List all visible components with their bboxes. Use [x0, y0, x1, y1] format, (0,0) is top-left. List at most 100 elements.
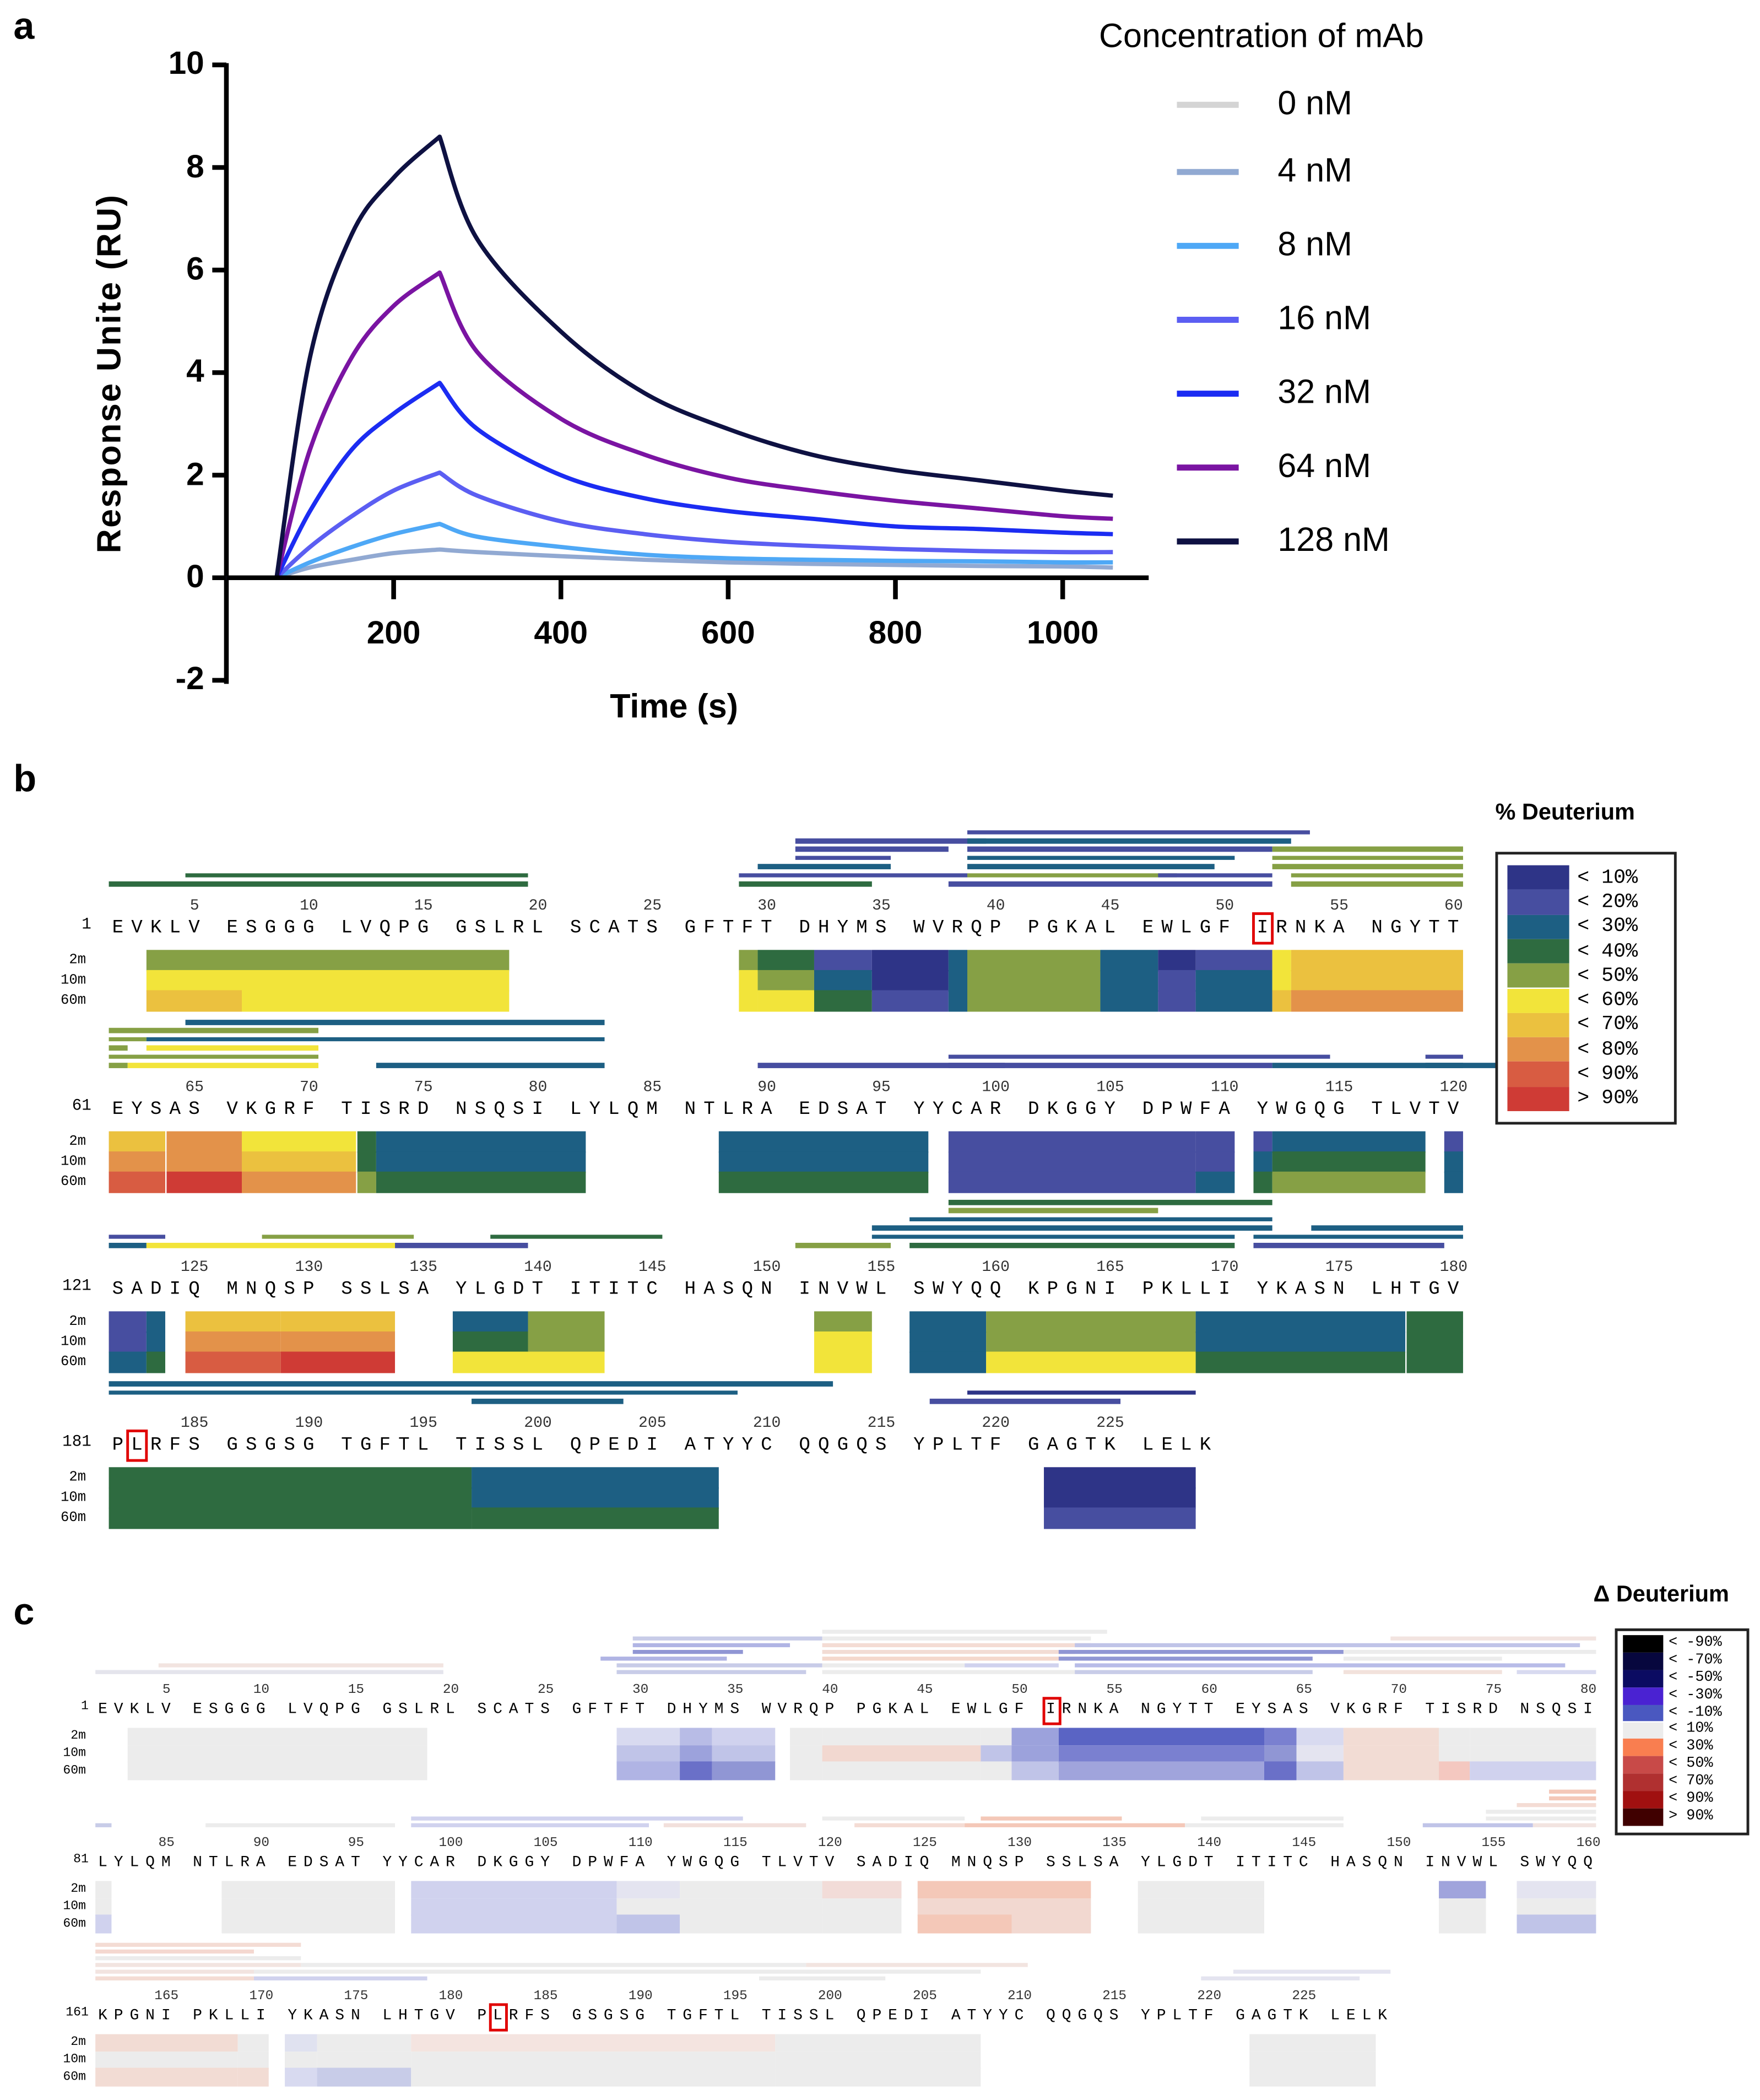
heatmap-cell	[95, 1881, 111, 1899]
sequence-group: EWLGF	[951, 1701, 1031, 1719]
heatmap-cell	[1470, 1762, 1596, 1780]
heatmap-cell	[738, 970, 757, 991]
residue-number: 160	[1576, 1836, 1601, 1852]
residue-number: 50	[1011, 1683, 1028, 1698]
heatmap-cell	[967, 950, 1101, 971]
heatmap-cell	[471, 1487, 719, 1508]
residue-number: 25	[643, 897, 662, 915]
heatmap-cell	[711, 1728, 775, 1746]
sequence-line-start: 181	[62, 1432, 91, 1452]
heatmap-cell	[1517, 1898, 1596, 1916]
heatmap-cell	[738, 950, 757, 971]
legend-range-label: > 90%	[1577, 1087, 1638, 1111]
heatmap-cell	[790, 1762, 822, 1780]
x-tick-label: 200	[366, 615, 421, 652]
sequence-group: HASQN	[684, 1279, 780, 1301]
heatmap-cell	[127, 1728, 427, 1746]
heatmap-cell	[822, 1898, 901, 1916]
heatmap-cell	[1196, 1151, 1234, 1172]
heatmap-cell	[616, 1881, 680, 1899]
heatmap-cell	[356, 1151, 376, 1172]
heatmap-cell	[1291, 950, 1464, 971]
sequence-group: TISSL	[456, 1435, 551, 1457]
panel-label-a: a	[13, 5, 35, 47]
heatmap-cell	[147, 1311, 166, 1333]
peptide-bar	[600, 1657, 728, 1661]
heatmap-cell	[822, 1728, 981, 1746]
peptide-bar	[95, 1976, 253, 1980]
panel-label-c: c	[13, 1590, 35, 1633]
heatmap-cell	[109, 1487, 472, 1508]
sequence-group: TISRD	[341, 1099, 437, 1121]
heatmap-cell	[1248, 2051, 1375, 2069]
heatmap-cell	[948, 1131, 1196, 1152]
heatmap-cell	[280, 1331, 395, 1352]
sequence-group: QQGQS	[1046, 2007, 1125, 2026]
sequence-group: LYLQM	[570, 1099, 666, 1121]
legend-range-label: < 50%	[1577, 964, 1638, 988]
heatmap-cell	[1011, 1745, 1059, 1763]
peptide-bar	[1391, 1636, 1596, 1641]
heatmap-cell	[814, 970, 872, 991]
sequence-group: QPEDI	[570, 1435, 666, 1457]
heatmap-cell	[376, 1151, 586, 1172]
peptide-bar	[1425, 1063, 1464, 1068]
residue-number: 200	[524, 1415, 552, 1432]
peptide-bar	[205, 1823, 396, 1827]
heatmap-cell	[1196, 1171, 1234, 1193]
series-line-32-nM	[226, 381, 1113, 580]
heatmap-cell	[109, 1467, 472, 1489]
legend-range-label: < 90%	[1577, 1063, 1638, 1086]
series-line-128-nM	[226, 134, 1113, 580]
sequence-group: SSLSA	[1046, 1854, 1125, 1872]
timepoint-label: 60m	[60, 1509, 86, 1526]
sequence-line-start: 1	[81, 1698, 89, 1714]
sequence-group: NTLRA	[684, 1099, 780, 1121]
residue-number: 170	[1211, 1259, 1239, 1276]
heatmap-cell	[109, 1331, 147, 1352]
legend-range-label: < 20%	[1577, 890, 1638, 914]
heatmap-cell	[109, 1171, 166, 1193]
peptide-bar	[1185, 1823, 1344, 1827]
peptide-bar	[1253, 1234, 1464, 1240]
legend-range-label: < 70%	[1669, 1773, 1713, 1790]
residue-number: 185	[533, 1990, 558, 2005]
residue-number: 175	[344, 1990, 369, 2005]
timepoint-label: 2m	[69, 951, 86, 968]
residue-number: 40	[822, 1683, 838, 1698]
heatmap-cell	[452, 1351, 529, 1373]
legend-range-label: > 90%	[1669, 1808, 1713, 1825]
sequence-group: GSLRL	[382, 1701, 462, 1719]
peptide-bar	[253, 1969, 822, 1974]
peptide-bar	[980, 1816, 1123, 1821]
peptide-bar	[1344, 1670, 1502, 1674]
heatmap-cell	[1196, 950, 1272, 971]
heatmap-cell	[967, 990, 1101, 1011]
peptide-bar	[929, 1398, 1120, 1404]
peptide-bar	[1486, 1816, 1596, 1821]
residue-number: 180	[1439, 1259, 1468, 1276]
peptide-bar	[127, 1063, 319, 1068]
heatmap-cell	[376, 1171, 586, 1193]
peptide-bar	[411, 1816, 744, 1821]
heatmap-cell	[147, 950, 242, 971]
timepoint-label: 2m	[69, 1469, 86, 1486]
peptide-bar	[109, 1063, 128, 1068]
residue-number: 185	[180, 1415, 209, 1432]
heatmap-cell	[1253, 1131, 1272, 1152]
residue-number: 215	[1102, 1990, 1127, 2005]
heatmap-cell	[95, 1898, 111, 1916]
heatmap-cell	[871, 990, 949, 1011]
peptide-bar	[1548, 1789, 1596, 1794]
legend-color-swatch	[1623, 1739, 1664, 1757]
residue-number: 165	[1096, 1259, 1124, 1276]
peptide-bar	[95, 1823, 111, 1827]
residue-number: 145	[1292, 1836, 1317, 1852]
sequence-group: YYCAR	[382, 1854, 462, 1872]
sequence-group: NSQSI	[1520, 1701, 1599, 1719]
residue-number: 85	[158, 1836, 175, 1852]
peptide-bar	[948, 1063, 1272, 1068]
residue-number: 225	[1096, 1415, 1124, 1432]
y-tick-label: 8	[186, 148, 204, 185]
heatmap-cell	[1011, 1898, 1091, 1916]
